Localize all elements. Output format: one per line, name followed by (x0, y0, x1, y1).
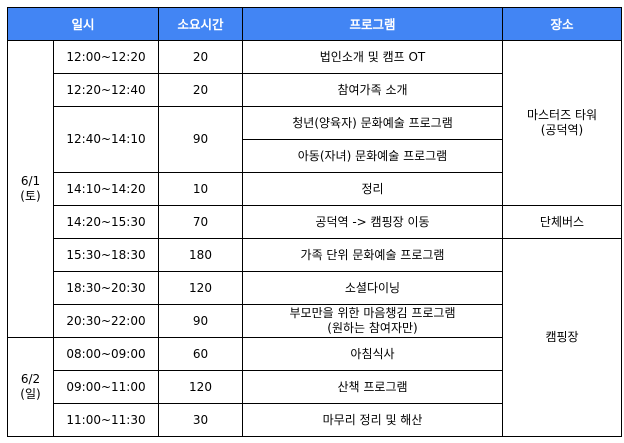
weekday: (일) (20, 387, 41, 401)
time-cell: 15:30~18:30 (53, 238, 159, 272)
time-cell: 18:30~20:30 (53, 271, 159, 305)
header-place: 장소 (502, 7, 622, 41)
program-cell: 공덕역 -> 캠핑장 이동 (242, 205, 503, 239)
place-cell: 캠핑장 (502, 238, 622, 437)
duration-cell: 20 (158, 40, 243, 74)
table-row: 아동(자녀) 문화예술 프로그램 (8, 139, 622, 173)
time-cell: 12:40~14:10 (53, 106, 159, 173)
duration-cell: 20 (158, 73, 243, 107)
program-cell: 부모만을 위한 마음챙김 프로그램 (원하는 참여자만) (242, 304, 503, 338)
time-cell: 11:00~11:30 (53, 403, 159, 437)
program-title: 부모만을 위한 마음챙김 프로그램 (289, 306, 456, 320)
duration-cell: 30 (158, 403, 243, 437)
program-cell: 정리 (242, 172, 503, 206)
table-row: 12:40~14:10 90 청년(양육자) 문화예술 프로그램 (8, 106, 622, 173)
time-cell: 14:10~14:20 (53, 172, 159, 206)
table-row: 11:00~11:30 30 마무리 정리 및 해산 (8, 403, 622, 437)
header-duration: 소요시간 (158, 7, 243, 41)
duration-cell: 90 (158, 304, 243, 338)
table-row: 15:30~18:30 180 가족 단위 문화예술 프로그램 캠핑장 (8, 238, 622, 437)
duration-cell: 120 (158, 271, 243, 305)
program-cell: 산책 프로그램 (242, 370, 503, 404)
time-cell: 09:00~11:00 (53, 370, 159, 404)
header-row: 일시 소요시간 프로그램 장소 (7, 7, 622, 41)
duration-cell: 90 (158, 106, 243, 173)
place-name: 마스터즈 타워 (526, 108, 598, 122)
duration-cell: 70 (158, 205, 243, 239)
table-row: 20:30~22:00 90 부모만을 위한 마음챙김 프로그램 (원하는 참여자… (8, 304, 622, 338)
table-row: 14:10~14:20 10 정리 (8, 172, 622, 206)
day-cell: 6/2 (일) (7, 337, 54, 437)
table-row: 6/2 (일) 08:00~09:00 60 아침식사 (7, 337, 622, 437)
program-cell: 법인소개 및 캠프 OT (242, 40, 503, 74)
program-cell: 아동(자녀) 문화예술 프로그램 (242, 139, 503, 173)
duration-cell: 120 (158, 370, 243, 404)
table-row: 6/1 (토) 12:00~12:20 20 법인소개 및 캠프 OT 마스터즈 … (7, 40, 622, 338)
table-row: 09:00~11:00 120 산책 프로그램 (8, 370, 622, 404)
time-cell: 12:00~12:20 (53, 40, 159, 74)
time-cell: 12:20~12:40 (53, 73, 159, 107)
program-cell: 청년(양육자) 문화예술 프로그램 (242, 106, 503, 140)
duration-cell: 180 (158, 238, 243, 272)
table-row: 14:20~15:30 70 공덕역 -> 캠핑장 이동 단체버스 (8, 205, 622, 239)
time-cell: 08:00~09:00 (53, 337, 159, 371)
date: 6/1 (20, 174, 41, 188)
program-cell: 마무리 정리 및 해산 (242, 403, 503, 437)
time-cell: 20:30~22:00 (53, 304, 159, 338)
program-note: (원하는 참여자만) (327, 321, 418, 335)
date: 6/2 (20, 372, 41, 386)
day-cell: 6/1 (토) (7, 40, 54, 338)
duration-cell: 60 (158, 337, 243, 371)
schedule-table: 일시 소요시간 프로그램 장소 6/1 (토) 12:00~12:20 20 법인… (7, 7, 622, 437)
program-cell: 참여가족 소개 (242, 73, 503, 107)
place-cell: 단체버스 (502, 205, 622, 239)
place-sub: (공덕역) (540, 123, 584, 137)
table-row: 18:30~20:30 120 소셜다이닝 (8, 271, 622, 305)
header-datetime: 일시 (7, 7, 159, 41)
place-cell: 마스터즈 타워 (공덕역) (502, 40, 622, 206)
program-cell: 아침식사 (242, 337, 503, 371)
weekday: (토) (20, 189, 41, 203)
time-cell: 14:20~15:30 (53, 205, 159, 239)
duration-cell: 10 (158, 172, 243, 206)
header-program: 프로그램 (242, 7, 503, 41)
program-cell: 소셜다이닝 (242, 271, 503, 305)
program-cell: 가족 단위 문화예술 프로그램 (242, 238, 503, 272)
